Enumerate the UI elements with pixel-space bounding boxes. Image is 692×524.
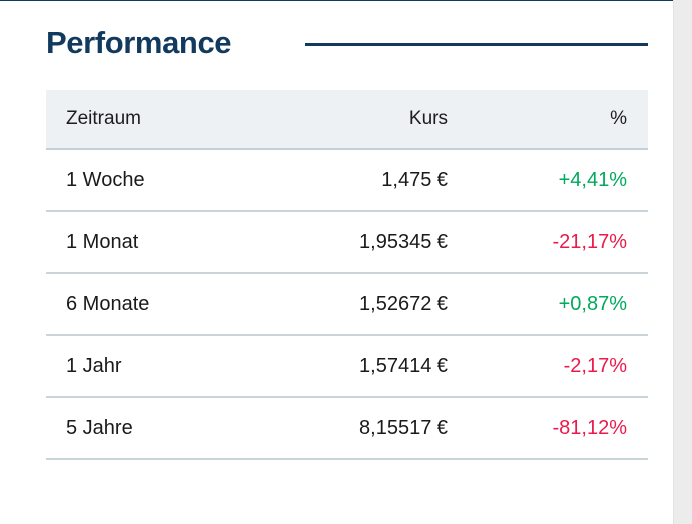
row-zeitraum: 1 Jahr	[66, 354, 122, 377]
column-header-percent: %	[610, 108, 627, 129]
row-kurs: 1,475 €	[381, 168, 448, 191]
heading-rule	[305, 43, 648, 46]
row-kurs: 1,57414 €	[359, 354, 448, 377]
row-percent: -81,12%	[552, 416, 628, 439]
row-zeitraum: 6 Monate	[66, 292, 150, 315]
table-body: 1 Woche 1,475 € +4,41% 1 Monat 1,95345 €…	[46, 150, 648, 460]
row-zeitraum: 5 Jahre	[66, 416, 133, 439]
table-row: 6 Monate 1,52672 € +0,87%	[46, 274, 648, 336]
column-header-kurs: Kurs	[408, 108, 448, 129]
table-row: 1 Monat 1,95345 € -21,17%	[46, 212, 648, 274]
column-header-zeitraum: Zeitraum	[66, 108, 141, 129]
row-kurs: 8,15517 €	[359, 416, 448, 439]
row-percent: +0,87%	[558, 292, 627, 315]
table-row: 1 Jahr 1,57414 € -2,17%	[46, 336, 648, 398]
row-zeitraum: 1 Monat	[66, 230, 139, 253]
row-zeitraum: 1 Woche	[66, 168, 145, 191]
scrollbar-track[interactable]	[673, 0, 692, 524]
row-kurs: 1,95345 €	[359, 230, 448, 253]
row-percent: +4,41%	[558, 168, 627, 191]
row-percent: -21,17%	[552, 230, 628, 253]
section-top-divider	[0, 0, 673, 1]
section-title: Performance	[46, 25, 232, 60]
performance-table: Zeitraum Kurs % 1 Woche 1,475 € +4,41% 1…	[46, 90, 648, 460]
table-row: 5 Jahre 8,15517 € -81,12%	[46, 398, 648, 460]
table-row: 1 Woche 1,475 € +4,41%	[46, 150, 648, 212]
row-percent: -2,17%	[563, 354, 627, 377]
row-kurs: 1,52672 €	[359, 292, 448, 315]
table-header-row: Zeitraum Kurs %	[46, 90, 648, 150]
